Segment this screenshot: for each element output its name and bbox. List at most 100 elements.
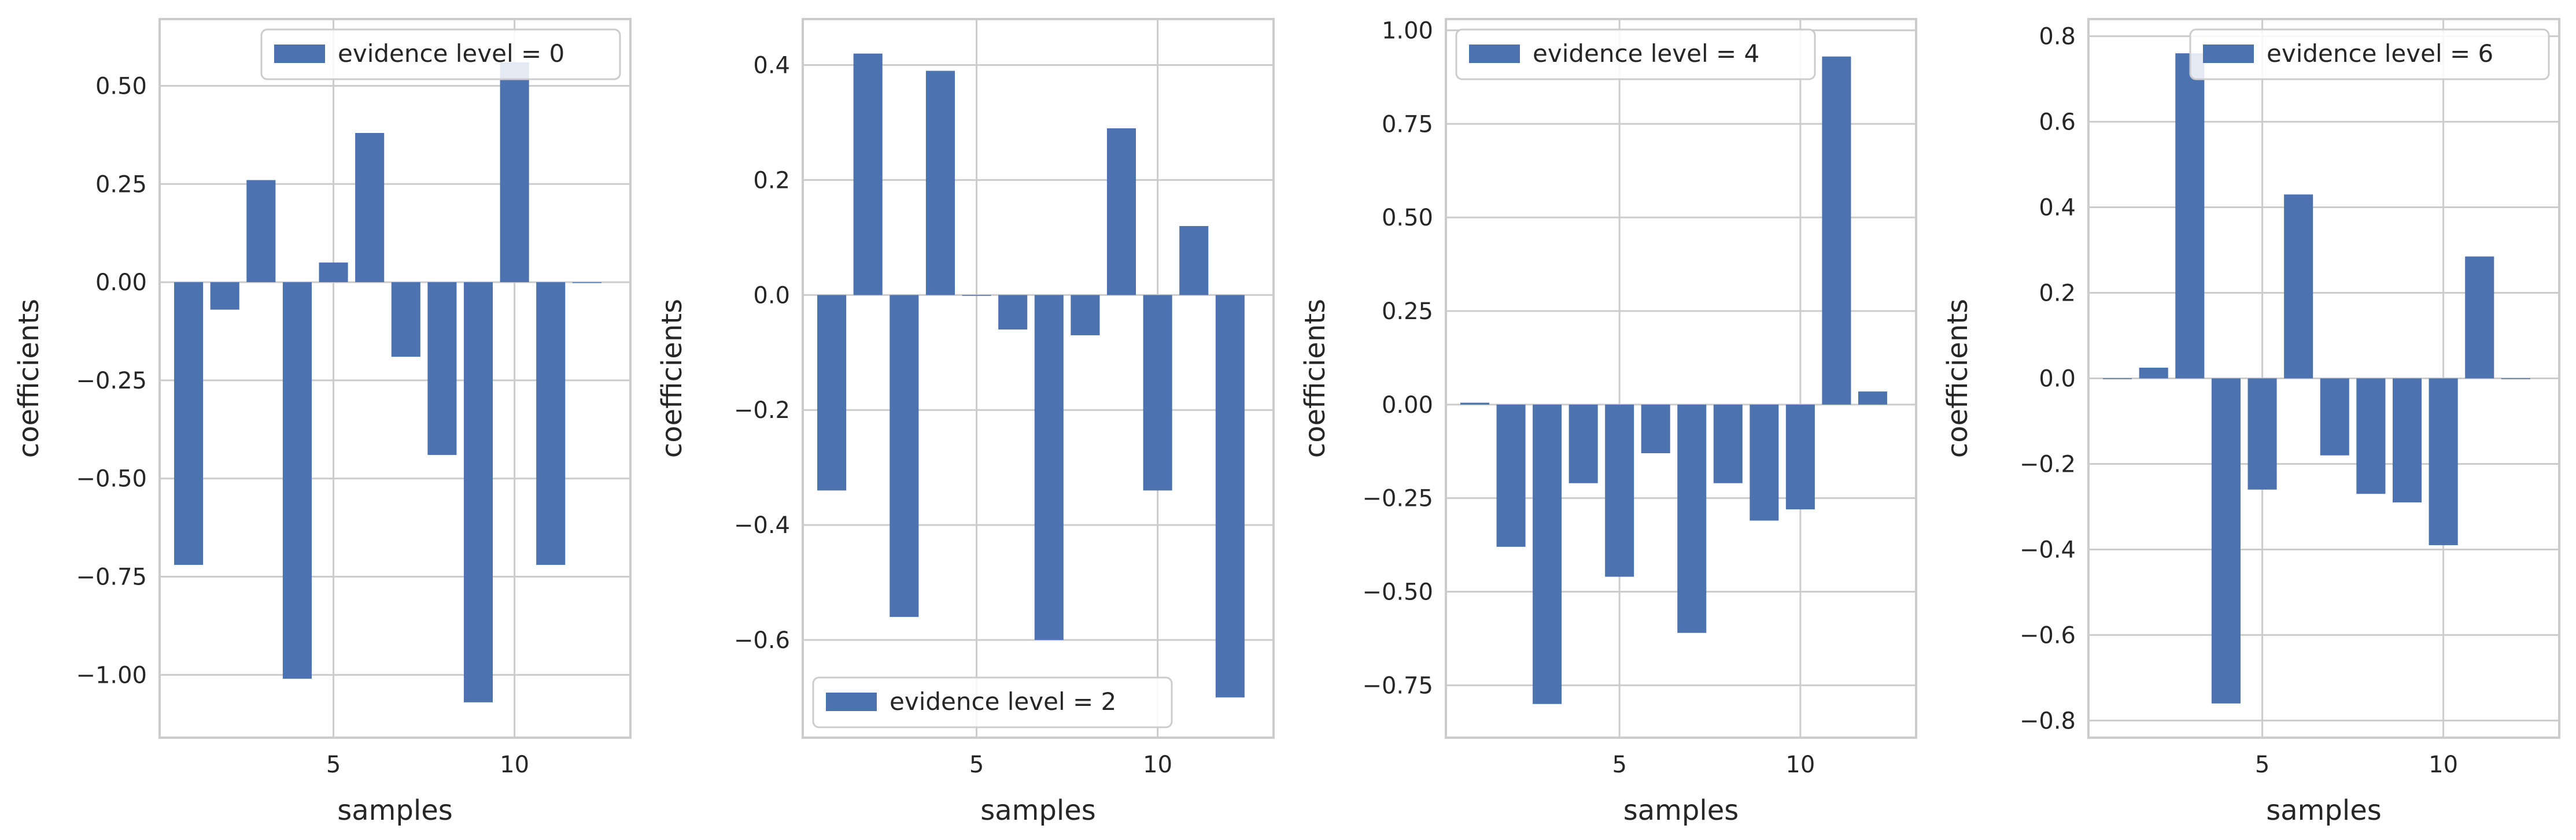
x-axis-label: samples bbox=[1623, 794, 1739, 827]
y-tick-label: 0.6 bbox=[2039, 109, 2076, 136]
bar bbox=[282, 282, 312, 679]
legend-box bbox=[812, 676, 1173, 728]
bar bbox=[1496, 404, 1526, 547]
bar bbox=[391, 282, 420, 357]
y-tick-label: 0.4 bbox=[753, 53, 790, 79]
legend: evidence level = 0 bbox=[260, 28, 621, 80]
y-tick-label: 0.2 bbox=[2039, 280, 2076, 307]
y-tick-label: 0.50 bbox=[95, 73, 147, 99]
bar bbox=[246, 180, 276, 283]
bar bbox=[2320, 378, 2349, 456]
y-tick-label: 1.00 bbox=[1382, 17, 1433, 44]
legend-box bbox=[260, 28, 621, 80]
y-tick-label: 0.25 bbox=[95, 171, 147, 198]
x-tick-label: 5 bbox=[326, 752, 341, 778]
bar bbox=[1460, 402, 1490, 405]
y-tick-label: −0.25 bbox=[76, 368, 147, 394]
bar bbox=[2465, 256, 2494, 379]
y-tick-label: −0.4 bbox=[734, 512, 790, 539]
x-tick-label: 10 bbox=[500, 752, 529, 778]
bar bbox=[1858, 391, 1887, 405]
subplot-1: 0.50 0.25 0.00 −0.25 −0.50 −0.75 −1.00 5 10 sampl… bbox=[13, 18, 632, 827]
bar bbox=[1106, 128, 1136, 295]
bar bbox=[427, 282, 457, 455]
bar bbox=[1822, 56, 1851, 405]
x-tick-label: 5 bbox=[2255, 752, 2269, 778]
x-tick-label: 10 bbox=[1143, 752, 1172, 778]
y-tick-label: 0.75 bbox=[1382, 111, 1433, 138]
y-tick-label: −0.25 bbox=[1362, 486, 1433, 512]
y-tick-label: 0.0 bbox=[2039, 366, 2076, 393]
x-tick-label: 10 bbox=[1785, 752, 1815, 778]
legend: evidence level = 4 bbox=[1455, 28, 1816, 80]
axes-frame bbox=[158, 18, 632, 739]
legend-swatch bbox=[826, 693, 877, 711]
legend-label: evidence level = 4 bbox=[1533, 39, 1759, 68]
x-axis-label: samples bbox=[337, 794, 453, 827]
y-tick-label: −0.4 bbox=[2020, 536, 2076, 563]
bar bbox=[1785, 404, 1815, 510]
y-axis-label: coefficients bbox=[1299, 299, 1331, 458]
x-tick-label: 5 bbox=[1612, 752, 1626, 778]
legend: evidence level = 2 bbox=[812, 676, 1173, 728]
y-tick-label: −0.8 bbox=[2020, 708, 2076, 734]
bar bbox=[2139, 368, 2168, 379]
y-tick-label: −0.6 bbox=[734, 627, 790, 654]
bar bbox=[998, 295, 1028, 330]
bar bbox=[1533, 404, 1562, 704]
bar bbox=[1215, 295, 1245, 698]
bar bbox=[2429, 378, 2458, 546]
y-tick-label: −0.50 bbox=[1362, 579, 1433, 606]
subplot-4: 0.8 0.6 0.4 0.2 0.0 −0.2 −0.4 −0.6 −0.8 5 10 sample… bbox=[1942, 18, 2560, 827]
legend-swatch bbox=[1469, 45, 1520, 63]
bar bbox=[962, 295, 991, 296]
y-tick-label: 0.00 bbox=[95, 269, 147, 296]
subplot-3: 1.00 0.75 0.50 0.25 0.00 −0.25 −0.50 −0.75 5 10 sa… bbox=[1299, 17, 1917, 827]
legend-label: evidence level = 6 bbox=[2267, 39, 2493, 68]
bar bbox=[1569, 404, 1598, 483]
y-tick-label: 0.50 bbox=[1382, 205, 1433, 231]
y-tick-label: 0.0 bbox=[753, 282, 790, 309]
bar bbox=[1071, 295, 1100, 335]
bar bbox=[174, 282, 204, 565]
legend-swatch bbox=[2203, 45, 2254, 63]
legend-box bbox=[1455, 28, 1816, 80]
y-tick-label: −0.75 bbox=[76, 564, 147, 591]
x-tick-label: 10 bbox=[2429, 752, 2458, 778]
bar bbox=[2247, 378, 2277, 490]
bar bbox=[853, 53, 883, 295]
bar bbox=[1143, 295, 1172, 491]
y-tick-label: −0.2 bbox=[2020, 451, 2076, 478]
legend: evidence level = 6 bbox=[2189, 28, 2550, 80]
bar bbox=[2501, 378, 2530, 379]
bar bbox=[500, 62, 529, 283]
y-axis-label: coefficients bbox=[13, 299, 45, 458]
y-tick-label: −1.00 bbox=[76, 662, 147, 689]
axes-frame bbox=[1445, 18, 1917, 739]
bar bbox=[2103, 378, 2132, 379]
legend-label: evidence level = 2 bbox=[890, 687, 1116, 716]
bar bbox=[2356, 378, 2386, 494]
bar bbox=[1034, 295, 1064, 640]
y-tick-label: 0.25 bbox=[1382, 298, 1433, 325]
bar bbox=[1641, 404, 1670, 453]
x-axis-label: samples bbox=[980, 794, 1096, 827]
bar bbox=[1179, 225, 1209, 295]
bar bbox=[463, 282, 493, 702]
bar bbox=[1750, 404, 1779, 521]
x-tick-label: 5 bbox=[969, 752, 984, 778]
y-axis-label: coefficients bbox=[656, 299, 688, 458]
y-tick-label: 0.4 bbox=[2039, 195, 2076, 221]
bar bbox=[210, 282, 239, 310]
bar bbox=[536, 282, 566, 565]
bar bbox=[925, 71, 955, 295]
x-axis-label: samples bbox=[2266, 794, 2382, 827]
bar bbox=[817, 295, 847, 491]
bar bbox=[2284, 194, 2313, 379]
bar bbox=[2392, 378, 2422, 503]
y-tick-label: −0.50 bbox=[76, 466, 147, 493]
bar bbox=[1677, 404, 1707, 633]
legend-swatch bbox=[274, 45, 325, 63]
axes-frame bbox=[2087, 18, 2560, 739]
bar bbox=[319, 262, 348, 283]
